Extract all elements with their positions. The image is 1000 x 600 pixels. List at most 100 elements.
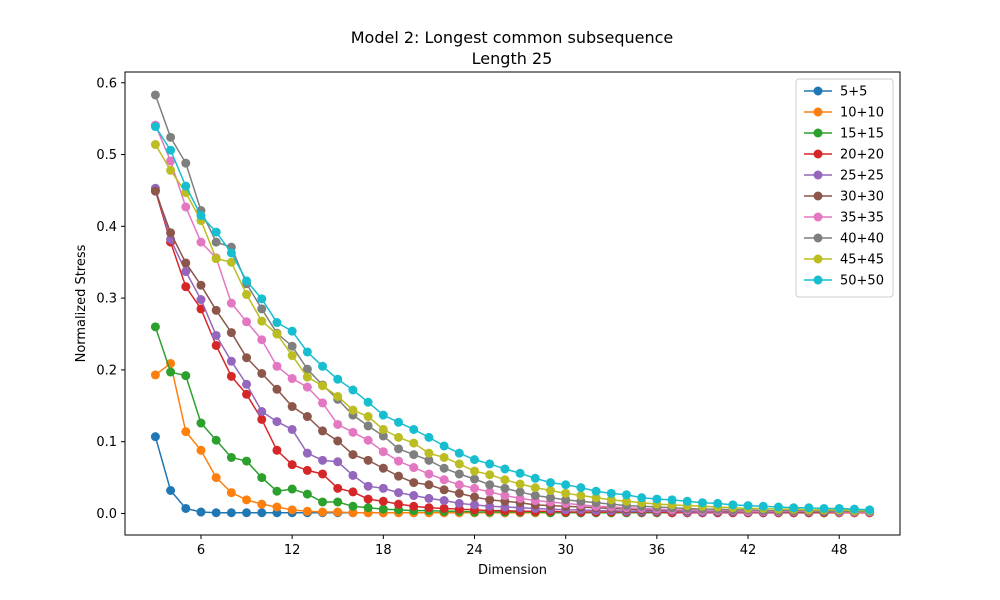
x-tick-label: 6 xyxy=(197,543,205,558)
data-point xyxy=(470,483,480,493)
legend-label: 5+5 xyxy=(840,85,867,100)
legend-label: 25+25 xyxy=(840,169,884,184)
data-point xyxy=(181,282,191,292)
data-point xyxy=(439,441,449,451)
series-line xyxy=(154,188,870,513)
data-point xyxy=(865,505,875,515)
data-point xyxy=(394,488,404,498)
data-point xyxy=(561,495,571,505)
data-point xyxy=(333,497,343,507)
data-point xyxy=(378,504,388,514)
data-point xyxy=(409,450,419,460)
data-point xyxy=(470,466,480,476)
data-point xyxy=(485,480,495,490)
legend-marker xyxy=(813,170,823,180)
data-point xyxy=(287,374,297,384)
data-point xyxy=(242,290,252,300)
data-point xyxy=(287,505,297,515)
data-point xyxy=(318,361,328,371)
series-line xyxy=(154,190,870,513)
data-point xyxy=(166,156,176,166)
data-point xyxy=(181,181,191,191)
data-point xyxy=(166,132,176,142)
legend-item: 10+10 xyxy=(804,106,884,121)
data-point xyxy=(287,351,297,361)
legend-marker xyxy=(813,149,823,159)
data-point xyxy=(424,469,434,479)
y-tick-label: 0.3 xyxy=(96,292,117,307)
data-point xyxy=(226,356,236,366)
data-point xyxy=(302,412,312,422)
data-point xyxy=(150,186,160,196)
data-point xyxy=(378,483,388,493)
data-point xyxy=(363,435,373,445)
data-point xyxy=(439,503,449,513)
legend: 5+5 10+10 15+15 20+20 25+25 30+30 35+35 40+40 45… xyxy=(795,78,894,298)
legend-label: 20+20 xyxy=(840,148,884,163)
data-point xyxy=(378,463,388,473)
data-point xyxy=(318,497,328,507)
data-point xyxy=(470,455,480,465)
data-point xyxy=(363,494,373,504)
data-point xyxy=(181,267,191,277)
legend-item: 30+30 xyxy=(804,190,884,205)
data-point xyxy=(272,486,282,496)
data-point xyxy=(591,493,601,503)
data-point xyxy=(485,495,495,505)
data-point xyxy=(318,381,328,391)
series-25+25 xyxy=(150,183,875,517)
data-point xyxy=(257,508,267,518)
data-point xyxy=(257,335,267,345)
data-point xyxy=(242,379,252,389)
data-point xyxy=(439,463,449,473)
data-point xyxy=(196,237,206,247)
data-point xyxy=(378,496,388,506)
data-point xyxy=(150,140,160,150)
data-point xyxy=(378,424,388,434)
y-axis-label: Normalized Stress xyxy=(74,244,89,362)
data-point xyxy=(348,450,358,460)
data-point xyxy=(242,389,252,399)
data-point xyxy=(333,374,343,384)
legend-label: 40+40 xyxy=(840,232,884,247)
data-point xyxy=(500,491,510,501)
data-point xyxy=(211,330,221,340)
data-point xyxy=(758,501,768,511)
legend-item: 45+45 xyxy=(804,253,884,268)
data-point xyxy=(606,488,616,498)
x-tick-label: 18 xyxy=(375,543,392,558)
data-point xyxy=(424,432,434,442)
data-point xyxy=(363,397,373,407)
data-point xyxy=(287,402,297,412)
data-point xyxy=(424,480,434,490)
data-point xyxy=(348,487,358,497)
legend-marker xyxy=(813,86,823,96)
data-point xyxy=(500,475,510,485)
data-point xyxy=(150,370,160,380)
data-point xyxy=(226,257,236,267)
series-20+20 xyxy=(150,185,875,518)
data-point xyxy=(272,502,282,512)
series-line xyxy=(154,190,870,514)
data-point xyxy=(485,501,495,511)
legend-item: 25+25 xyxy=(804,169,884,184)
data-point xyxy=(363,421,373,431)
data-point xyxy=(287,326,297,336)
data-point xyxy=(226,248,236,258)
data-point xyxy=(409,438,419,448)
legend-item: 50+50 xyxy=(804,274,884,289)
data-point xyxy=(697,498,707,508)
data-point xyxy=(530,473,540,483)
data-point xyxy=(454,480,464,490)
data-point xyxy=(363,503,373,513)
data-point xyxy=(500,483,510,493)
legend-marker xyxy=(813,254,823,264)
data-point xyxy=(318,398,328,408)
data-point xyxy=(257,294,267,304)
data-point xyxy=(196,418,206,428)
series-layer xyxy=(150,90,875,518)
x-tick-label: 48 xyxy=(831,543,848,558)
data-point xyxy=(333,391,343,401)
y-tick-label: 0.1 xyxy=(96,435,117,450)
data-point xyxy=(257,407,267,417)
